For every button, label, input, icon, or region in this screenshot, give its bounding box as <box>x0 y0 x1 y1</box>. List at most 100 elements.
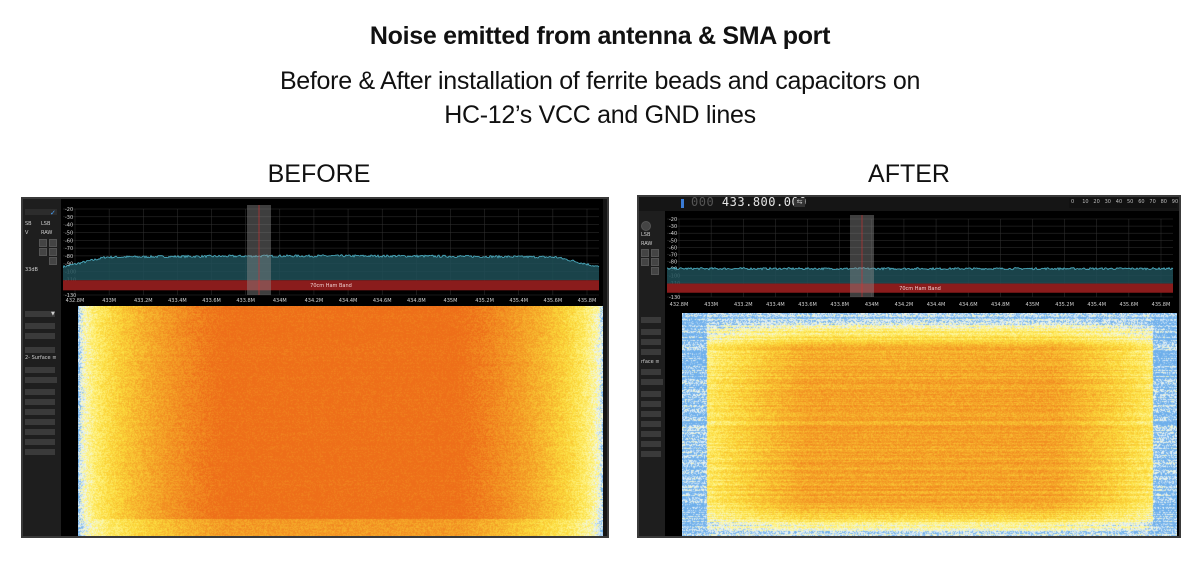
freq-tick-label: 434.4M <box>927 302 946 308</box>
colormap-select[interactable]: rface ≡ <box>641 359 660 365</box>
page-subtitle: Before & After installation of ferrite b… <box>0 64 1200 132</box>
checkmark-icon[interactable]: ✓ <box>50 210 56 217</box>
gain-value: 33dB <box>25 267 38 273</box>
sidebar-row[interactable] <box>25 399 55 405</box>
stepper-button[interactable] <box>49 257 57 265</box>
after-spectrum[interactable]: -20-30-40-50-60-70-80-90-100-110-120-130… <box>667 211 1177 311</box>
sidebar-row[interactable] <box>25 409 55 415</box>
db-tick-label: -50 <box>669 238 677 244</box>
raw-mode-label[interactable]: RAW <box>41 230 53 236</box>
freq-tick-label: 435.6M <box>544 298 563 304</box>
sidebar-row[interactable] <box>25 429 55 435</box>
scale-tick-label: 30 <box>1104 199 1111 205</box>
freq-tick-label: 433.2M <box>134 298 153 304</box>
db-tick-label: -30 <box>669 224 677 230</box>
lsb-mode-label[interactable]: LSB <box>641 232 651 238</box>
freq-tick-label: 435.2M <box>1055 302 1074 308</box>
sidebar-row[interactable] <box>25 449 55 455</box>
db-tick-label: -80 <box>669 260 677 266</box>
freq-tick-label: 433.8M <box>236 298 255 304</box>
band-bar <box>63 280 599 291</box>
db-tick-label: -60 <box>65 238 73 244</box>
frequency-dim-digits: 000 <box>691 195 715 209</box>
freq-tick-label: 435.6M <box>1120 302 1139 308</box>
waterfall-canvas <box>682 313 1177 536</box>
sidebar-select[interactable] <box>25 311 55 317</box>
db-tick-label: -50 <box>65 230 73 236</box>
sidebar-row[interactable] <box>641 411 661 417</box>
sidebar-select[interactable] <box>641 317 661 323</box>
frequency-digits: 433.800.000 <box>721 195 807 209</box>
usb-mode-label[interactable]: SB <box>25 221 32 227</box>
colormap-select[interactable]: 2- Surface ≡ <box>25 355 57 361</box>
freq-tick-label: 433.2M <box>734 302 753 308</box>
sidebar-row[interactable] <box>641 329 661 335</box>
sidebar-row[interactable] <box>641 349 661 355</box>
spectrum-fill <box>667 267 1173 284</box>
chevron-down-icon[interactable]: ▼ <box>51 311 55 317</box>
stepper-button[interactable] <box>49 239 57 247</box>
freq-tick-label: 434.2M <box>895 302 914 308</box>
db-tick-label: -40 <box>669 231 677 237</box>
scale-tick-label: 70 <box>1149 199 1156 205</box>
sidebar-row[interactable] <box>641 379 663 385</box>
stepper-button[interactable] <box>651 267 659 275</box>
mode-radio[interactable] <box>641 221 651 231</box>
after-waterfall <box>682 313 1177 536</box>
sidebar-row[interactable] <box>25 377 57 383</box>
after-label: AFTER <box>868 160 950 188</box>
db-tick-label: -80 <box>65 254 73 260</box>
sidebar-row[interactable] <box>641 401 661 407</box>
raw-mode-label[interactable]: RAW <box>641 241 653 247</box>
sidebar-row[interactable] <box>641 431 661 437</box>
freq-tick-label: 433M <box>704 302 718 308</box>
db-tick-label: -130 <box>669 295 680 301</box>
freq-tick-label: 435.2M <box>475 298 494 304</box>
frequency-marker <box>681 199 684 208</box>
scale-tick-label: 10 <box>1082 199 1089 205</box>
stepper-button[interactable] <box>39 239 47 247</box>
before-waterfall <box>78 306 603 536</box>
sidebar-row[interactable] <box>25 439 55 445</box>
v-mode-label[interactable]: V <box>25 230 29 236</box>
freq-tick-label: 433.6M <box>202 298 221 304</box>
sidebar-row[interactable] <box>641 391 661 397</box>
db-tick-label: -130 <box>65 293 76 299</box>
band-bar <box>667 283 1173 293</box>
lsb-mode-label[interactable]: LSB <box>41 221 51 227</box>
before-spectrum[interactable]: -20-30-40-50-60-70-80-90-100-110-120-130… <box>63 199 603 305</box>
before-sdr-screenshot: ✓ SB LSB V RAW 33dB ▼ 2- Surface ≡ -20 -3… <box>21 197 609 538</box>
sidebar-row[interactable] <box>641 369 661 375</box>
sidebar-row[interactable] <box>25 367 55 373</box>
sidebar-row[interactable] <box>25 347 55 353</box>
subtitle-line-1: Before & After installation of ferrite b… <box>279 67 921 95</box>
frequency-readout[interactable]: 000 433.800.000 <box>691 195 807 209</box>
stepper-button[interactable] <box>641 258 649 266</box>
sidebar-row[interactable] <box>641 421 661 427</box>
freq-tick-label: 433.6M <box>798 302 817 308</box>
swap-icon[interactable]: ⇆ <box>794 198 805 207</box>
freq-tick-label: 435.4M <box>509 298 528 304</box>
freq-tick-label: 435.8M <box>1152 302 1171 308</box>
stepper-button[interactable] <box>651 258 659 266</box>
db-tick-label: -60 <box>669 245 677 251</box>
sidebar-row <box>25 209 57 215</box>
sidebar-row[interactable] <box>25 333 55 339</box>
stepper-button[interactable] <box>49 248 57 256</box>
stepper-button[interactable] <box>651 249 659 257</box>
sidebar-row[interactable] <box>25 419 55 425</box>
scale-tick-label: 0 <box>1071 199 1075 205</box>
freq-tick-label: 433.8M <box>830 302 849 308</box>
db-tick-label: -40 <box>65 223 73 229</box>
sidebar-row[interactable] <box>25 323 55 329</box>
stepper-button[interactable] <box>39 248 47 256</box>
spectrum-trace <box>63 254 600 269</box>
sidebar-row[interactable] <box>641 339 661 345</box>
freq-tick-label: 432.8M <box>66 298 85 304</box>
sidebar-row[interactable] <box>25 389 55 395</box>
sidebar-row[interactable] <box>641 441 661 447</box>
stepper-button[interactable] <box>641 249 649 257</box>
freq-tick-label: 434M <box>865 302 879 308</box>
band-label: 70cm Ham Band <box>899 286 941 292</box>
sidebar-row[interactable] <box>641 451 661 457</box>
